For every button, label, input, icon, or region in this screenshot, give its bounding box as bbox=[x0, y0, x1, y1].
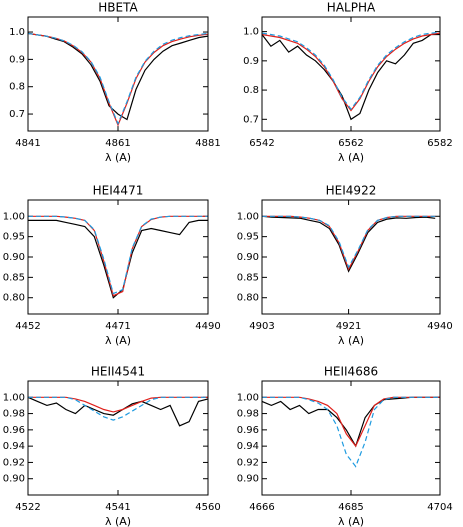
x-tick-label: 4921 bbox=[336, 321, 361, 332]
spectrum-line bbox=[261, 32, 441, 112]
plot-frame bbox=[27, 380, 209, 496]
spectrum-line bbox=[28, 396, 208, 413]
y-tick-label: 1.00 bbox=[237, 392, 259, 403]
x-tick-label: 4541 bbox=[105, 502, 130, 513]
panel-title: HBETA bbox=[98, 1, 138, 15]
y-tick-label: 0.80 bbox=[237, 293, 259, 304]
spectrum-line bbox=[261, 31, 441, 111]
x-tick-label: 4940 bbox=[427, 321, 452, 332]
spectrum-line bbox=[27, 32, 209, 121]
spectrum-line bbox=[27, 32, 209, 126]
y-tick-label: 0.7 bbox=[9, 109, 25, 120]
y-tick-label: 0.95 bbox=[237, 232, 259, 243]
y-tick-label: 0.90 bbox=[237, 252, 259, 263]
y-tick-label: 0.94 bbox=[3, 441, 25, 452]
plot-frame bbox=[261, 199, 441, 315]
panel-title: HEII4686 bbox=[324, 365, 378, 379]
x-axis-label: λ (A) bbox=[338, 151, 364, 164]
x-tick-label: 4685 bbox=[338, 502, 363, 513]
spectrum-line bbox=[28, 215, 208, 295]
panel-title: HEII4541 bbox=[91, 365, 145, 379]
spectrum-line bbox=[28, 215, 208, 297]
x-tick-label: 4560 bbox=[195, 502, 220, 513]
spectrum-line bbox=[27, 32, 209, 127]
y-tick-label: 1.00 bbox=[3, 392, 25, 403]
y-tick-label: 0.98 bbox=[3, 409, 25, 420]
panel-title: HALPHA bbox=[327, 1, 376, 15]
y-tick-label: 1.00 bbox=[3, 211, 25, 222]
spectrum-line bbox=[28, 219, 208, 299]
y-tick-label: 0.96 bbox=[3, 425, 25, 436]
y-tick-label: 1.00 bbox=[237, 211, 259, 222]
plot-frame bbox=[261, 16, 441, 132]
y-tick-label: 0.9 bbox=[243, 56, 259, 67]
panel-title: HEI4922 bbox=[326, 184, 377, 198]
y-tick-label: 0.90 bbox=[3, 252, 25, 263]
x-tick-label: 4704 bbox=[427, 502, 452, 513]
y-tick-label: 0.9 bbox=[9, 54, 25, 65]
x-axis-label: λ (A) bbox=[338, 515, 364, 527]
y-tick-label: 0.92 bbox=[3, 457, 25, 468]
x-axis-label: λ (A) bbox=[105, 151, 131, 164]
x-tick-label: 4861 bbox=[105, 138, 130, 149]
y-tick-label: 0.80 bbox=[3, 293, 25, 304]
y-tick-label: 1.0 bbox=[9, 27, 25, 38]
spectrum-line bbox=[261, 33, 440, 121]
plot-frame bbox=[261, 380, 441, 496]
spectrum-line bbox=[28, 396, 208, 421]
plot-frame bbox=[27, 16, 209, 132]
spectrum-line bbox=[262, 396, 440, 468]
spectrum-line bbox=[261, 215, 436, 273]
spectrum-line bbox=[27, 396, 209, 427]
x-tick-label: 4490 bbox=[195, 321, 220, 332]
y-tick-label: 0.96 bbox=[237, 425, 259, 436]
y-tick-label: 0.8 bbox=[9, 82, 25, 93]
x-tick-label: 4522 bbox=[15, 502, 40, 513]
x-tick-label: 6582 bbox=[427, 138, 452, 149]
y-tick-label: 0.90 bbox=[237, 474, 259, 485]
plot-frame bbox=[27, 199, 209, 315]
spectrum-line bbox=[261, 396, 440, 448]
y-tick-label: 0.85 bbox=[3, 272, 25, 283]
y-tick-label: 0.85 bbox=[237, 272, 259, 283]
x-tick-label: 4666 bbox=[249, 502, 274, 513]
x-tick-label: 4452 bbox=[15, 321, 40, 332]
y-tick-label: 0.95 bbox=[3, 232, 25, 243]
y-tick-label: 0.98 bbox=[237, 409, 259, 420]
y-tick-label: 0.8 bbox=[243, 85, 259, 96]
x-tick-label: 4471 bbox=[105, 321, 130, 332]
y-tick-label: 0.92 bbox=[237, 457, 259, 468]
y-tick-label: 0.7 bbox=[243, 114, 259, 125]
spectrum-line bbox=[262, 215, 436, 269]
panel-title: HEI4471 bbox=[93, 184, 144, 198]
x-axis-label: λ (A) bbox=[105, 515, 131, 527]
x-tick-label: 6542 bbox=[249, 138, 274, 149]
x-axis-label: λ (A) bbox=[105, 334, 131, 347]
y-tick-label: 1.0 bbox=[243, 27, 259, 38]
x-tick-label: 6562 bbox=[338, 138, 363, 149]
y-tick-label: 0.94 bbox=[237, 441, 259, 452]
spectrum-line bbox=[262, 215, 436, 271]
y-tick-label: 0.90 bbox=[3, 474, 25, 485]
x-axis-label: λ (A) bbox=[338, 334, 364, 347]
x-tick-label: 4903 bbox=[249, 321, 274, 332]
x-tick-label: 4881 bbox=[195, 138, 220, 149]
x-tick-label: 4841 bbox=[15, 138, 40, 149]
